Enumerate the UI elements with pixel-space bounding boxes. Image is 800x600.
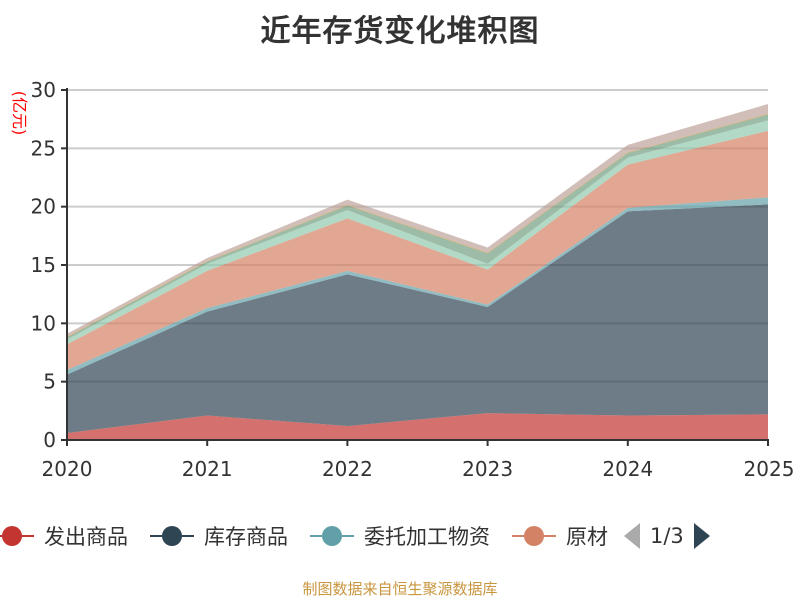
stacked-areas <box>67 104 768 440</box>
legend-label: 原材 <box>566 525 608 549</box>
legend-pager: 1/3 <box>624 523 710 549</box>
legend-item-yuancai[interactable]: 原材 <box>512 521 608 551</box>
data-source-note: 制图数据来自恒生聚源数据库 <box>302 580 498 598</box>
y-tick-label: 15 <box>31 253 56 277</box>
area-series <box>67 104 768 337</box>
area-series <box>67 114 768 340</box>
legend-item-weituo[interactable]: 委托加工物资 <box>310 521 490 551</box>
y-tick-label: 25 <box>31 136 56 160</box>
y-axis-title: (亿元) <box>10 91 29 136</box>
x-tick-label: 2024 <box>602 457 653 481</box>
legend-label: 库存商品 <box>204 525 288 549</box>
legend-page-indicator: 1/3 <box>650 524 684 548</box>
area-series <box>67 413 768 440</box>
legend-marker-icon <box>310 525 354 547</box>
legend-marker-icon <box>512 525 556 547</box>
legend-item-kucun[interactable]: 库存商品 <box>150 521 288 551</box>
x-tick-label: 2022 <box>322 457 373 481</box>
y-tick-label: 5 <box>43 370 56 394</box>
y-tick-label: 10 <box>31 311 56 335</box>
legend-label: 发出商品 <box>44 525 128 549</box>
legend-marker-icon <box>0 525 34 547</box>
chart-title: 近年存货变化堆积图 <box>260 14 540 49</box>
area-series <box>67 130 768 370</box>
legend-item-fachu[interactable]: 发出商品 <box>0 521 128 551</box>
legend-marker-icon <box>150 525 194 547</box>
y-tick-label: 30 <box>31 78 56 102</box>
legend: 发出商品 库存商品 委托加工物资 原材 1/3 <box>0 518 800 554</box>
next-page-icon[interactable] <box>693 523 710 549</box>
legend-label: 委托加工物资 <box>364 525 490 549</box>
area-series <box>67 204 768 433</box>
area-series <box>67 120 768 345</box>
x-tick-label: 2021 <box>182 457 233 481</box>
x-tick-label: 2025 <box>744 457 795 481</box>
prev-page-icon[interactable] <box>624 523 640 549</box>
x-tick-label: 2020 <box>42 457 93 481</box>
y-tick-label: 20 <box>31 195 56 219</box>
x-tick-label: 2023 <box>462 457 513 481</box>
y-tick-label: 0 <box>43 428 56 452</box>
